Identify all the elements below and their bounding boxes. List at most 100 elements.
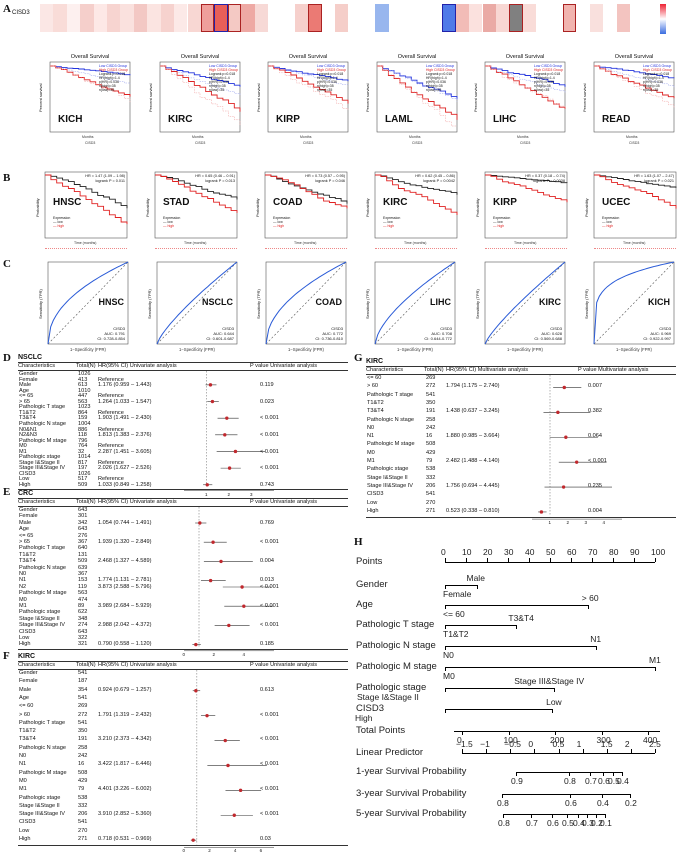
mstage-axis-tick-start [445, 667, 446, 671]
header-total: Total(N) [76, 363, 96, 369]
row-total: 474 [78, 596, 88, 603]
row-p: 0.03 [260, 836, 271, 842]
row-hr: 2.026 (1.627 – 2.526) [98, 465, 152, 472]
roc-cancer-label: LIHC [430, 297, 451, 307]
row-hr: Reference [98, 459, 124, 466]
roc-gene: CISD3 [331, 326, 343, 331]
km-a-legend-item: Low CISD3 Group [425, 64, 455, 68]
row-characteristic: T3&T4 [19, 558, 36, 565]
row-characteristic: High [19, 836, 31, 842]
tstage-axis [445, 625, 517, 626]
km-a-xlabel: Months [192, 135, 204, 139]
km-a-high-ci [485, 65, 566, 109]
row-p: 0.007 [588, 383, 602, 390]
nomogram-row-label: Linear Predictor [356, 747, 424, 758]
row-p: < 0.001 [260, 711, 279, 718]
roc-auc: AUC: 0.969 [650, 331, 671, 336]
km-b-legend-high: — high [383, 224, 395, 228]
row-total: 508 [426, 441, 436, 448]
row-total: 206 [78, 811, 88, 818]
row-characteristic: CISD3 [367, 491, 384, 498]
age-axis [445, 605, 588, 606]
total-points-tick [508, 731, 510, 735]
heatmap-cell [442, 4, 456, 32]
row-total: 272 [426, 383, 436, 390]
roc-stats: CISD3 AUC: 0.791 CI: 0.728-0.854 [97, 326, 125, 341]
km-a-legend-item: n(high)=35 [208, 84, 226, 88]
km-a-panel: Overall Survival Low CISD3 Group High CISD… [256, 54, 349, 145]
points-tick [466, 558, 467, 562]
row-characteristic: CISD3 [19, 470, 36, 477]
heatmap-cell [428, 4, 443, 32]
roc-curve [374, 261, 456, 345]
row-total: 447 [78, 393, 88, 400]
km-b-panel: HR = 0.62 (0.45 – 0.86) logrank P = 0.004… [365, 171, 458, 249]
points-tick [508, 558, 509, 562]
km-b-ylabel: Probability [365, 198, 370, 217]
row-total: 271 [426, 507, 436, 514]
row-hr: Reference [98, 376, 124, 383]
km-a-cancer-label: LIHC [493, 114, 517, 125]
heatmap-cell [375, 4, 389, 32]
survival-1yr-axis-tick [603, 772, 604, 776]
forest-axis-tick: 3 [584, 520, 588, 526]
km-a-legend-item: HR(high)=1.4 [98, 76, 120, 80]
km-b-panel: HR = 1.47 (1.09 – 1.98) logrank P = 0.011… [35, 171, 128, 249]
row-total: 321 [78, 641, 88, 648]
row-total: 79 [426, 458, 433, 464]
km-a-legend-item: p(HR)=0.036 [316, 80, 337, 84]
row-total: 538 [78, 794, 88, 801]
heatmap-cell [133, 4, 148, 32]
km-a-legend-item: n(low)=35 [533, 88, 550, 92]
km-b-risk-table [375, 248, 457, 255]
header-hr: HR(95% CI) Univariate analysis [98, 662, 177, 668]
survival-1yr-axis-tick [613, 772, 614, 776]
row-total: 332 [426, 474, 436, 481]
mstage-tick-m0: M0 [443, 671, 455, 681]
forest-point [208, 578, 213, 583]
forest-point [208, 383, 213, 387]
points-tick [592, 558, 593, 562]
row-characteristic: Pathologic stage [19, 609, 61, 616]
km-a-high-ci [377, 65, 457, 127]
km-a-high-ci [594, 65, 675, 108]
forest-axis-tick: 3 [250, 491, 253, 497]
header-total: Total(N) [76, 499, 96, 505]
row-total: 538 [426, 466, 436, 473]
km-a-legend-item: n(high)=35 [98, 84, 116, 88]
row-characteristic: Low [367, 499, 378, 506]
row-p: < 0.001 [260, 811, 279, 818]
heatmap-cell [522, 4, 537, 32]
heatmap-cell [536, 4, 550, 32]
forest-point [227, 466, 232, 470]
header-hr: HR(95% CI) Univariate analysis [98, 363, 177, 369]
km-b-legend-high: — high [602, 224, 614, 228]
km-b-panel: HR = 0.73 (0.57 – 0.95) logrank P = 0.046… [255, 171, 348, 249]
roc-diagonal [47, 261, 129, 345]
roc-xlabel: 1−Specificity (FPR) [397, 347, 433, 352]
row-characteristic: > 60 [19, 711, 31, 718]
lp-tick [462, 749, 463, 753]
row-p: 0.119 [260, 382, 274, 389]
roc-panel: LIHC CISD3 AUC: 0.708 CI: 0.644-0.772 1−Spec… [365, 261, 456, 352]
roc-panel: COAD CISD3 AUC: 0.772 CI: 0.736-0.810 1−Spec… [256, 261, 347, 352]
row-characteristic: Gender [19, 670, 38, 676]
km-a-legend-item: HR(high)=1.4 [208, 76, 230, 80]
row-total: 817 [78, 459, 88, 466]
survival-5yr-axis [503, 814, 605, 815]
row-hr: 1.756 (0.694 – 4.445) [446, 482, 500, 489]
km-a-legend-item: Logrank p=0.018 [208, 72, 236, 76]
km-a-legend-item: High CISD3 Group [316, 68, 346, 72]
row-p: < 0.001 [260, 786, 279, 793]
survival-5yr-axis-tick-label: 0.3 [582, 818, 594, 828]
lp-tick-label: −0.5 [504, 739, 522, 749]
lp-tick [534, 749, 536, 753]
survival-3yr-axis-tick [630, 794, 631, 798]
row-characteristic: Gender [19, 371, 38, 377]
km-a-legend-item: n(high)=35 [425, 84, 443, 88]
heatmap-cell [549, 4, 563, 32]
row-total: 613 [78, 382, 88, 389]
km-b-high-curve [265, 174, 348, 209]
heatmap-cell [576, 4, 590, 32]
row-hr: 1.939 (1.320 – 2.849) [98, 539, 152, 545]
